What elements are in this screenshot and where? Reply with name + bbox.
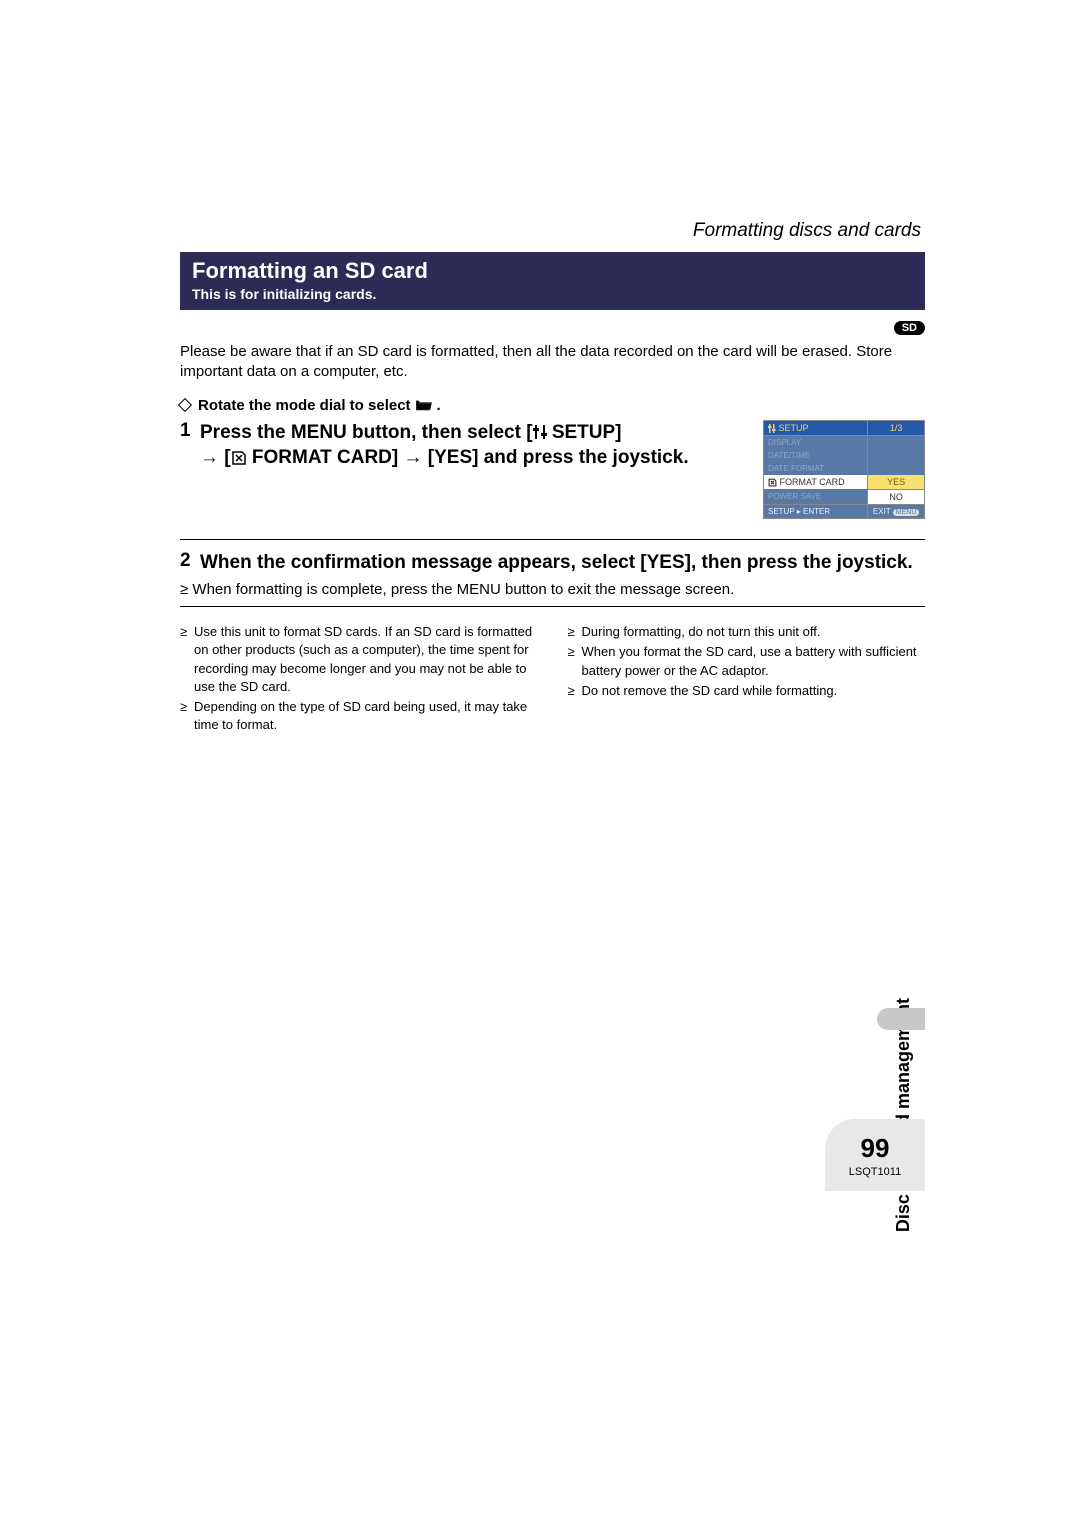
section-header: Formatting discs and cards [180,220,925,242]
setup-sliders-icon [533,424,547,440]
side-tab-marker [877,1008,925,1030]
notes-right: During formatting, do not turn this unit… [568,623,926,736]
setup-menu-screenshot: SETUP 1/3 DISPLAY DATE/TIME DATE FORMAT … [763,420,925,519]
title-bar: Formatting an SD card This is for initia… [180,252,925,310]
st-power-save: POWER SAVE [764,489,868,504]
step-1-text: Press the MENU button, then select [ SET… [200,420,689,471]
st-exit-text: EXIT [873,507,891,516]
step1-part2a: → [ [200,447,231,468]
st-setup-label: SETUP [764,420,868,435]
page-subtitle: This is for initializing cards. [192,286,913,302]
rotate-prefix: Rotate the mode dial to select [198,397,411,414]
page-number: 99 [825,1133,925,1164]
rotate-suffix: . [437,397,441,414]
st-format-text: FORMAT CARD [780,477,845,487]
diamond-icon [178,398,192,412]
note-left-1: Depending on the type of SD card being u… [180,698,538,734]
format-card-icon [231,450,247,466]
divider-2 [180,606,925,607]
note-right-0: During formatting, do not turn this unit… [568,623,926,641]
st-dim-dateformat: DATE FORMAT [764,462,868,475]
page-footer: 99 LSQT1011 [825,1119,925,1191]
step-1-number: 1 [180,420,200,471]
st-dim-datetime: DATE/TIME [764,449,868,462]
step-2-sub: When formatting is complete, press the M… [180,581,925,598]
step-2-number: 2 [180,550,200,576]
st-yes: YES [868,475,925,490]
divider-1 [180,539,925,540]
sd-badge: SD [894,321,925,335]
st-dim-display: DISPLAY [764,435,868,449]
note-left-0: Use this unit to format SD cards. If an … [180,623,538,696]
step1-part1: Press the MENU button, then select [ [200,422,533,443]
menu-pill-icon: MENU [893,509,920,516]
document-code: LSQT1011 [825,1166,925,1178]
st-page-indicator: 1/3 [868,420,925,435]
note-right-2: Do not remove the SD card while formatti… [568,682,926,700]
step-2-text: When the confirmation message appears, s… [200,550,913,576]
page-title: Formatting an SD card [192,258,913,284]
notes-left: Use this unit to format SD cards. If an … [180,623,538,736]
side-chapter-label: Disc and card management [893,998,914,1232]
rotate-instruction: Rotate the mode dial to select . [180,397,925,414]
st-foot-exit: EXIT MENU [868,504,925,518]
st-format-card: FORMAT CARD [764,475,868,490]
step1-part2b: FORMAT CARD] → [YES] and press the joyst… [247,447,689,468]
st-format-icon [768,478,777,487]
notes-columns: Use this unit to format SD cards. If an … [180,623,925,736]
playback-mode-icon [415,398,433,412]
st-foot-enter: SETUP ▸ ENTER [764,504,868,518]
st-setup-text: SETUP [779,423,809,433]
setup-small-icon [768,424,776,433]
step1-part1b: SETUP] [547,422,622,443]
note-right-1: When you format the SD card, use a batte… [568,643,926,679]
st-no: NO [868,489,925,504]
warning-text: Please be aware that if an SD card is fo… [180,342,925,383]
